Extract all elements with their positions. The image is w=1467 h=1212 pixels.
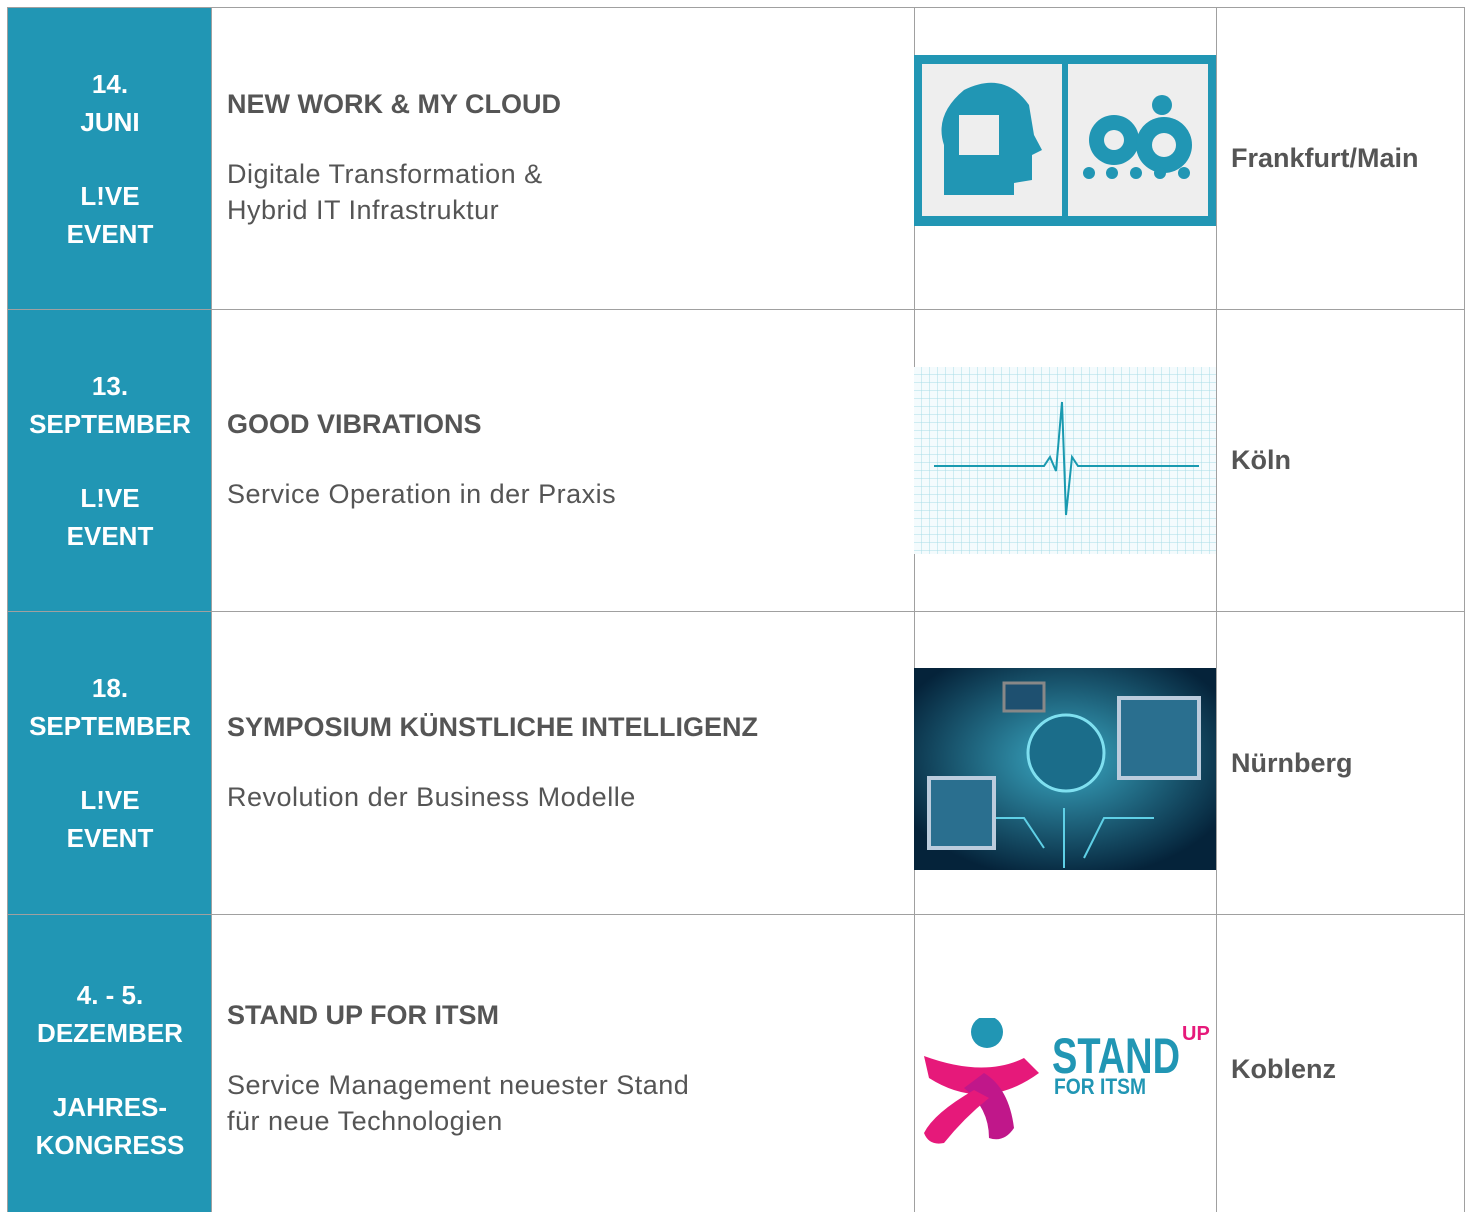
- event-cell: STAND UP FOR ITSM Service Management neue…: [211, 914, 915, 1212]
- date-cell: 14. JUNI L!VE EVENT: [7, 7, 212, 309]
- location-cell: Köln: [1216, 309, 1465, 611]
- image-cloud: [914, 55, 1216, 226]
- date: 14. JUNI: [80, 65, 139, 141]
- kind-line: EVENT: [66, 823, 154, 853]
- date-line: JUNI: [80, 106, 140, 137]
- event-title: GOOD VIBRATIONS: [227, 409, 482, 439]
- logo-sub: FOR ITSM: [1054, 1074, 1146, 1099]
- event-title: NEW WORK & MY CLOUD: [227, 89, 561, 119]
- date-line: 18.: [91, 673, 129, 703]
- event-description: Service Operation in der Praxis: [227, 479, 617, 509]
- image-ecg: [914, 367, 1216, 554]
- logo-text: STAND: [1052, 1028, 1180, 1084]
- event-description: Revolution der Business Modelle: [227, 781, 636, 812]
- event-description: Service Management neuester Stand: [227, 1070, 690, 1100]
- event-description: für neue Technologien: [227, 1106, 503, 1136]
- date-line: 4. - 5.: [76, 979, 144, 1010]
- kind-line: EVENT: [66, 218, 154, 249]
- kind-line: KONGRESS: [35, 1129, 185, 1160]
- date-line: 14.: [91, 68, 129, 99]
- kind-line: L!VE: [80, 482, 140, 513]
- event-kind: L!VE EVENT: [67, 177, 154, 253]
- kind-line: L!VE: [80, 785, 140, 815]
- date-line: DEZEMBER: [37, 1017, 183, 1048]
- image-cell: [914, 914, 1217, 1212]
- event-cell: NEW WORK & MY CLOUD Digitale Transformati…: [211, 7, 915, 309]
- location: Nürnberg: [1231, 747, 1353, 778]
- location-cell: Frankfurt/Main: [1216, 7, 1465, 309]
- date: 18. SEPTEMBER: [29, 669, 191, 745]
- kind-line: JAHRES-: [52, 1091, 168, 1122]
- event-kind: L!VE EVENT: [67, 479, 154, 555]
- event-kind: L!VE EVENT: [67, 781, 154, 857]
- kind-line: EVENT: [66, 520, 154, 551]
- event-title: SYMPOSIUM KÜNSTLICHE INTELLIGENZ: [227, 711, 759, 742]
- image-ai: [914, 668, 1216, 870]
- location: Koblenz: [1231, 1054, 1336, 1084]
- location-cell: Koblenz: [1216, 914, 1465, 1212]
- event-title: STAND UP FOR ITSM: [227, 1000, 500, 1030]
- event-kind: JAHRES- KONGRESS: [36, 1088, 185, 1164]
- kind-line: L!VE: [80, 180, 140, 211]
- date-line: SEPTEMBER: [29, 711, 191, 741]
- event-description: Hybrid IT Infrastruktur: [227, 195, 500, 225]
- date-cell: 4. - 5. DEZEMBER JAHRES- KONGRESS: [7, 914, 212, 1212]
- date: 13. SEPTEMBER: [29, 367, 191, 443]
- location: Frankfurt/Main: [1231, 143, 1419, 173]
- date-cell: 18. SEPTEMBER L!VE EVENT: [7, 611, 212, 914]
- location: Köln: [1231, 445, 1291, 475]
- date-line: 13.: [91, 370, 129, 401]
- event-description: Digitale Transformation &: [227, 159, 543, 189]
- date-line: SEPTEMBER: [29, 408, 191, 439]
- date-cell: 13. SEPTEMBER L!VE EVENT: [7, 309, 212, 611]
- event-cell: GOOD VIBRATIONS Service Operation in der …: [211, 309, 915, 611]
- event-cell: SYMPOSIUM KÜNSTLICHE INTELLIGENZ Revoluti…: [211, 611, 915, 914]
- location-cell: Nürnberg: [1216, 611, 1465, 914]
- date: 4. - 5. DEZEMBER: [37, 976, 183, 1052]
- logo: STAND UP FOR ITSM: [924, 1018, 1210, 1144]
- logo-sup: UP: [1182, 1023, 1210, 1045]
